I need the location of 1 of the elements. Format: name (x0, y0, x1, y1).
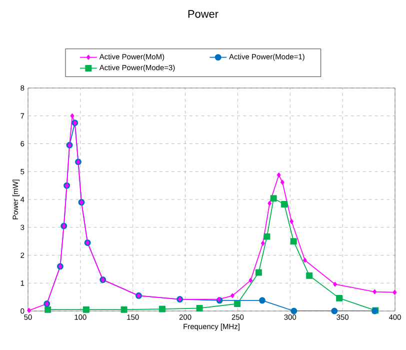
chart-title: Power (188, 10, 218, 18)
